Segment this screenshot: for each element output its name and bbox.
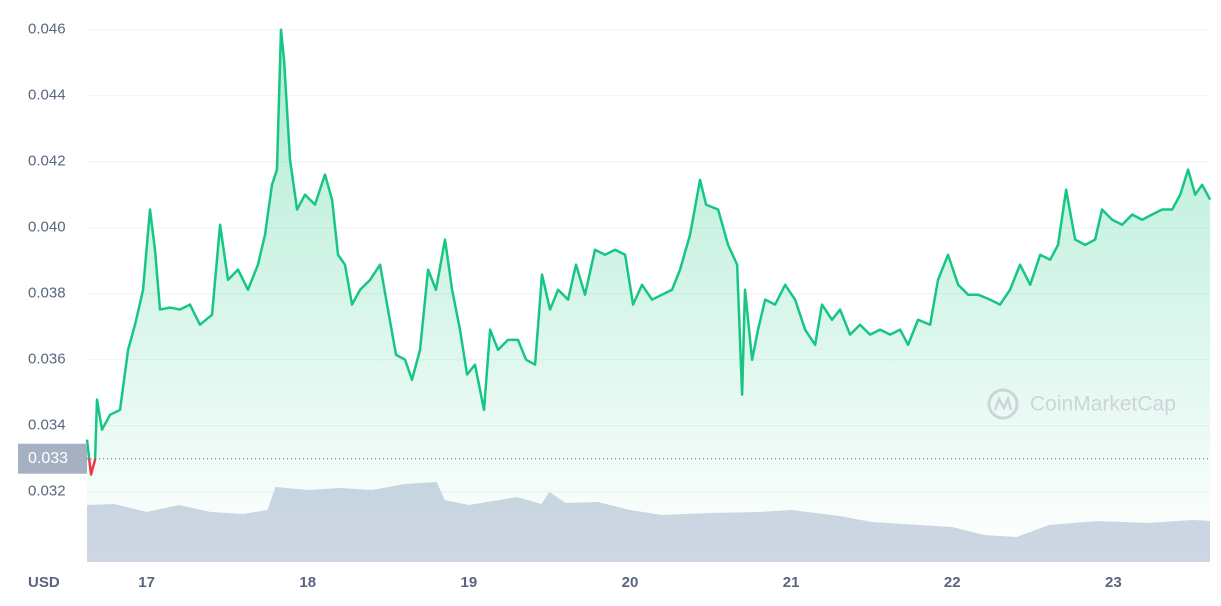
baseline-label-box <box>18 443 87 474</box>
watermark-text: CoinMarketCap <box>1030 393 1176 416</box>
y-tick-label: 0.042 <box>28 153 66 170</box>
line-layer <box>85 28 1212 476</box>
x-tick-label: 22 <box>944 574 961 591</box>
y-tick-label: 0.038 <box>28 285 66 302</box>
y-tick-label: 0.034 <box>28 417 66 434</box>
price-line <box>85 28 1212 476</box>
x-tick-label: 17 <box>138 574 155 591</box>
watermark-logo-mark <box>993 395 1013 411</box>
y-tick-label: 0.044 <box>28 87 66 104</box>
x-tick-label: 23 <box>1105 574 1122 591</box>
currency-label: USD <box>28 574 60 591</box>
y-tick-label: 0.040 <box>28 219 66 236</box>
watermark-logo <box>987 388 1019 420</box>
y-tick-label: 0.032 <box>28 483 66 500</box>
watermark: CoinMarketCap <box>987 388 1176 420</box>
x-tick-label: 21 <box>783 574 800 591</box>
y-tick-label: 0.036 <box>28 351 66 368</box>
x-tick-label: 18 <box>299 574 316 591</box>
x-tick-label: 20 <box>622 574 639 591</box>
x-tick-label: 19 <box>461 574 478 591</box>
baseline-label: 0.033 <box>28 450 68 467</box>
labels-layer: 0.032 0.034 0.036 0.038 0.040 0.042 0.044 0.046… <box>18 21 1122 591</box>
y-tick-label: 0.046 <box>28 21 66 38</box>
